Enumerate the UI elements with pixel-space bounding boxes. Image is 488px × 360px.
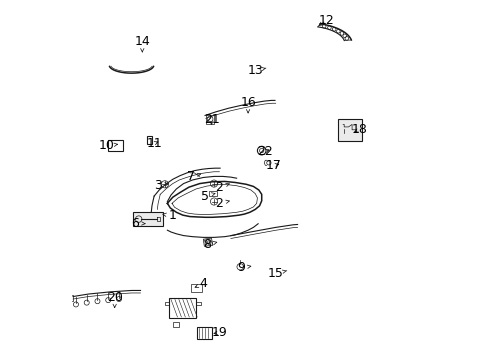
Text: 8: 8 <box>203 238 216 251</box>
Bar <box>206 116 214 125</box>
Text: 18: 18 <box>350 123 366 136</box>
Bar <box>197 327 212 338</box>
Text: 10: 10 <box>98 139 117 152</box>
Bar <box>147 136 151 144</box>
Text: 12: 12 <box>318 14 333 27</box>
Bar <box>337 119 362 140</box>
Text: 17: 17 <box>265 159 281 172</box>
Bar <box>191 284 202 292</box>
Text: 15: 15 <box>267 267 286 280</box>
Text: 5: 5 <box>201 190 215 203</box>
Text: 16: 16 <box>240 96 255 113</box>
Text: 22: 22 <box>256 145 272 158</box>
Bar <box>172 321 179 327</box>
Text: 6: 6 <box>131 216 145 230</box>
Bar <box>108 140 123 151</box>
Bar <box>209 191 216 197</box>
Text: 2: 2 <box>215 197 229 210</box>
Polygon shape <box>203 238 212 246</box>
Text: 9: 9 <box>237 261 250 274</box>
Text: 20: 20 <box>106 291 122 307</box>
Text: 21: 21 <box>203 113 219 126</box>
Bar <box>132 212 163 226</box>
Bar <box>169 298 196 318</box>
Text: 19: 19 <box>211 326 227 339</box>
Text: 7: 7 <box>186 170 200 183</box>
Text: 1: 1 <box>163 210 176 222</box>
Text: 13: 13 <box>247 64 265 77</box>
Text: 2: 2 <box>215 181 229 194</box>
Text: 14: 14 <box>134 35 150 52</box>
Text: 4: 4 <box>195 278 207 291</box>
Text: 3: 3 <box>154 179 168 192</box>
Text: 11: 11 <box>146 137 162 150</box>
